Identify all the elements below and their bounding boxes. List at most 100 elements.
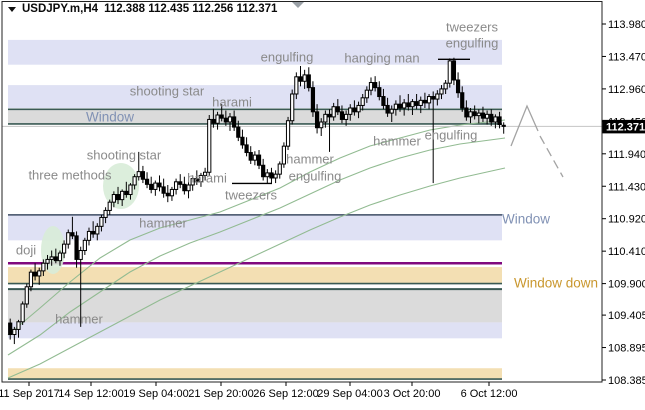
bull-candle (37, 270, 42, 277)
bull-candle (368, 82, 374, 91)
bear-candle (161, 186, 166, 194)
bull-candle (393, 103, 398, 110)
bull-candle (57, 252, 63, 262)
hammer-support-zone (8, 214, 502, 241)
bear-candle (124, 190, 129, 196)
bull-candle (227, 116, 233, 123)
x-axis-label: 6 Oct 12:00 (461, 388, 518, 400)
bull-candle (285, 120, 291, 147)
x-axis-label: 21 Sep 20:00 (188, 388, 253, 400)
window-down-zone (8, 267, 502, 284)
bull-candle (281, 145, 287, 165)
x-axis-label: 14 Sep 12:00 (58, 388, 123, 400)
bull-candle (319, 121, 324, 129)
bull-candle (107, 201, 112, 211)
bear-candle (397, 103, 403, 109)
bear-candle (194, 178, 199, 183)
bear-candle (232, 116, 237, 128)
bear-candle (451, 60, 457, 81)
y-axis-label: 111.940 (608, 149, 645, 161)
x-axis-label: 26 Sep 12:00 (253, 388, 318, 400)
chart-symbol-timeframe: USDJPY.m,H4 (22, 3, 99, 15)
bear-candle (335, 106, 340, 113)
bull-candle (290, 93, 295, 122)
bull-candle (120, 190, 125, 201)
y-axis-label: 108.895 (608, 343, 645, 355)
ma-mid-line (7, 137, 506, 356)
bull-candle (356, 104, 361, 113)
bear-candle (480, 112, 486, 119)
bull-candle (16, 321, 21, 330)
chart-frame (1, 1, 603, 383)
bull-candle (344, 113, 349, 120)
chart-ohlc-values: 112.388 112.435 112.256 112.371 (104, 3, 278, 15)
bear-candle (298, 76, 303, 82)
bull-candle (132, 176, 137, 186)
bull-candle (198, 174, 204, 183)
bear-candle (70, 232, 75, 237)
x-axis-label: 3 Oct 20:00 (384, 388, 441, 400)
bear-candle (140, 171, 146, 180)
bull-candle (364, 89, 369, 99)
bear-candle (74, 235, 79, 260)
x-axis-label: 11 Sep 2017 (0, 388, 60, 400)
bull-candle (203, 171, 208, 176)
y-axis-label: 113.470 (608, 51, 645, 63)
bull-candle (28, 271, 34, 288)
bull-candle (426, 96, 432, 104)
bull-candle (62, 243, 67, 254)
y-axis-label: 112.960 (608, 84, 645, 96)
bear-candle (352, 107, 357, 113)
bear-candle (310, 87, 316, 113)
support-zone-lavender (8, 322, 502, 339)
bull-candle (45, 258, 50, 264)
bear-candle (165, 192, 170, 197)
bull-candle (476, 112, 481, 117)
y-axis-label: 108.385 (608, 375, 645, 387)
bear-candle (373, 82, 378, 89)
forecast-dashed-line (539, 135, 564, 178)
bull-candle (207, 118, 212, 173)
bear-candle (223, 117, 228, 123)
support-zone-gray (8, 289, 502, 323)
bear-candle (236, 126, 241, 138)
y-axis-label: 110.410 (608, 246, 645, 258)
bear-candle (53, 256, 58, 262)
bull-candle (173, 181, 179, 190)
bull-candle (190, 178, 195, 186)
bull-candle (95, 225, 100, 235)
bear-candle (339, 111, 345, 120)
bear-candle (32, 271, 38, 277)
bull-candle (20, 303, 25, 323)
bull-candle (447, 60, 452, 84)
bull-candle (468, 111, 473, 118)
ma-fast-line (7, 119, 506, 336)
bear-candle (144, 178, 150, 185)
bear-candle (501, 124, 506, 127)
bear-candle (497, 116, 502, 126)
forecast-zigzag-line (510, 104, 539, 147)
bear-candle (211, 118, 216, 124)
bear-candle (455, 79, 461, 94)
bear-candle (91, 230, 96, 235)
chart-scroll-marker-icon (292, 2, 304, 8)
bear-candle (385, 104, 390, 114)
bull-candle (277, 163, 282, 175)
y-axis-label: 110.920 (608, 214, 645, 226)
bear-candle (256, 154, 262, 166)
ohlc-dropdown-icon[interactable] (8, 7, 16, 12)
current-price-label: 112.371 (606, 121, 645, 133)
bull-candle (402, 102, 407, 109)
bear-candle (244, 144, 249, 154)
bear-candle (377, 87, 382, 98)
window-gap-zone (8, 109, 502, 124)
bull-candle (435, 93, 440, 100)
bull-candle (169, 188, 175, 197)
y-axis-label: 109.900 (608, 279, 645, 291)
bull-candle (24, 286, 29, 305)
bull-candle (323, 113, 328, 123)
bull-candle (389, 108, 394, 114)
